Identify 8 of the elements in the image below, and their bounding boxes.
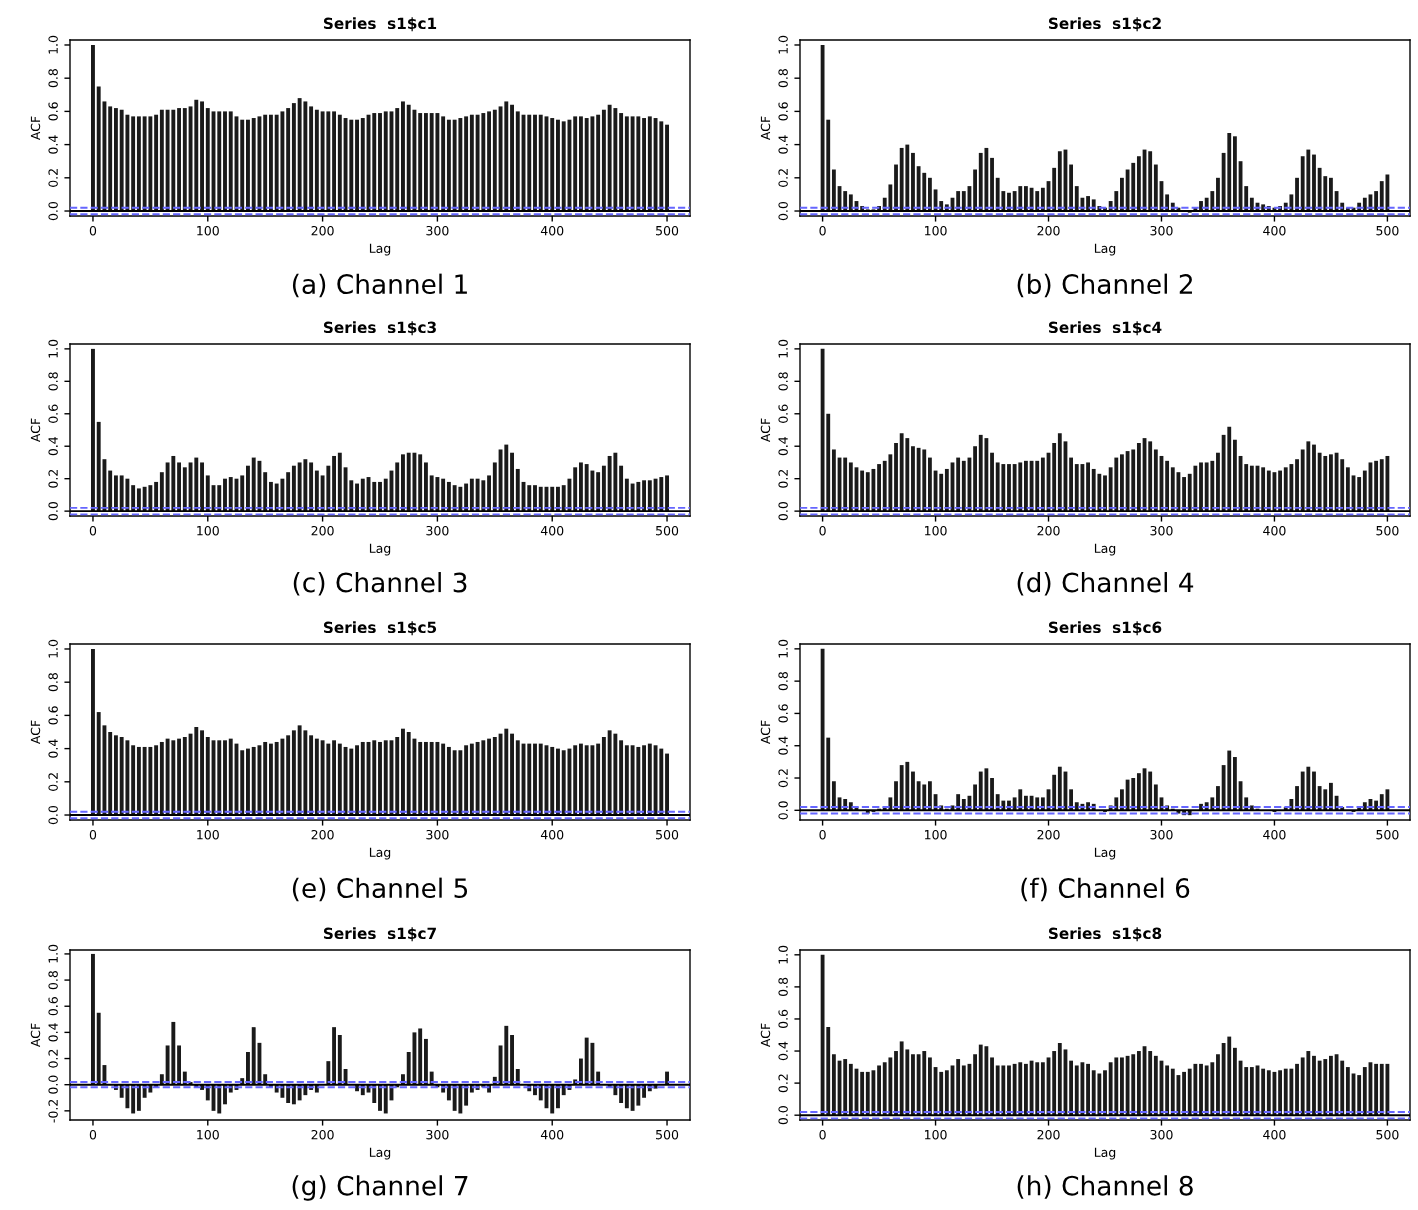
text: (h) Channel 8 <box>1017 1175 1193 1199</box>
text: (a) Channel 1 <box>292 273 467 298</box>
text: (c) Channel 3 <box>293 572 467 596</box>
text: (d) Channel 4 <box>1017 572 1194 596</box>
text: (g) Channel 7 <box>292 1175 468 1201</box>
text: (e) Channel 5 <box>292 877 468 902</box>
text: (f) Channel 6 <box>1021 877 1190 902</box>
text: (b) Channel 2 <box>1017 273 1192 298</box>
